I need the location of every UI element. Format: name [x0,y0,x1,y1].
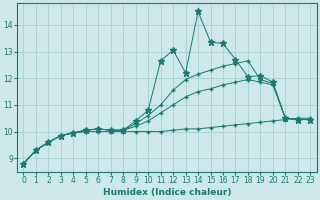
X-axis label: Humidex (Indice chaleur): Humidex (Indice chaleur) [103,188,231,197]
